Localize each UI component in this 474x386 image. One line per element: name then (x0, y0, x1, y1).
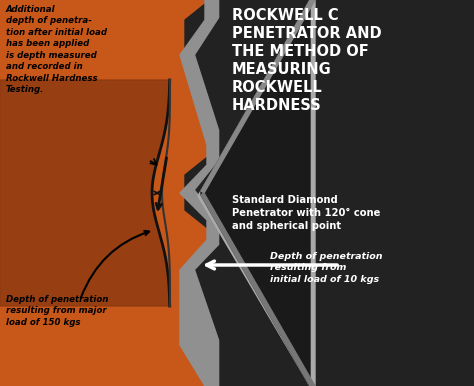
Polygon shape (198, 0, 315, 386)
Polygon shape (201, 0, 310, 386)
Polygon shape (201, 0, 315, 193)
Text: Standard Diamond
Penetrator with 120° cone
and spherical point: Standard Diamond Penetrator with 120° co… (232, 195, 380, 231)
Polygon shape (196, 0, 474, 386)
Text: Depth of penetration
resulting from
initial load of 10 kgs: Depth of penetration resulting from init… (270, 252, 383, 284)
Polygon shape (201, 193, 315, 386)
Bar (0, 0, 215, 386)
Text: ROCKWELL C
PENETRATOR AND
THE METHOD OF
MEASURING
ROCKWELL
HARDNESS: ROCKWELL C PENETRATOR AND THE METHOD OF … (232, 8, 382, 113)
Text: Additional
depth of penetra-
tion after initial load
has been applied
is depth m: Additional depth of penetra- tion after … (6, 5, 107, 94)
Text: Depth of penetration
resulting from major
load of 150 kgs: Depth of penetration resulting from majo… (6, 295, 109, 327)
Polygon shape (0, 80, 170, 306)
Polygon shape (180, 0, 220, 386)
Polygon shape (185, 0, 474, 386)
